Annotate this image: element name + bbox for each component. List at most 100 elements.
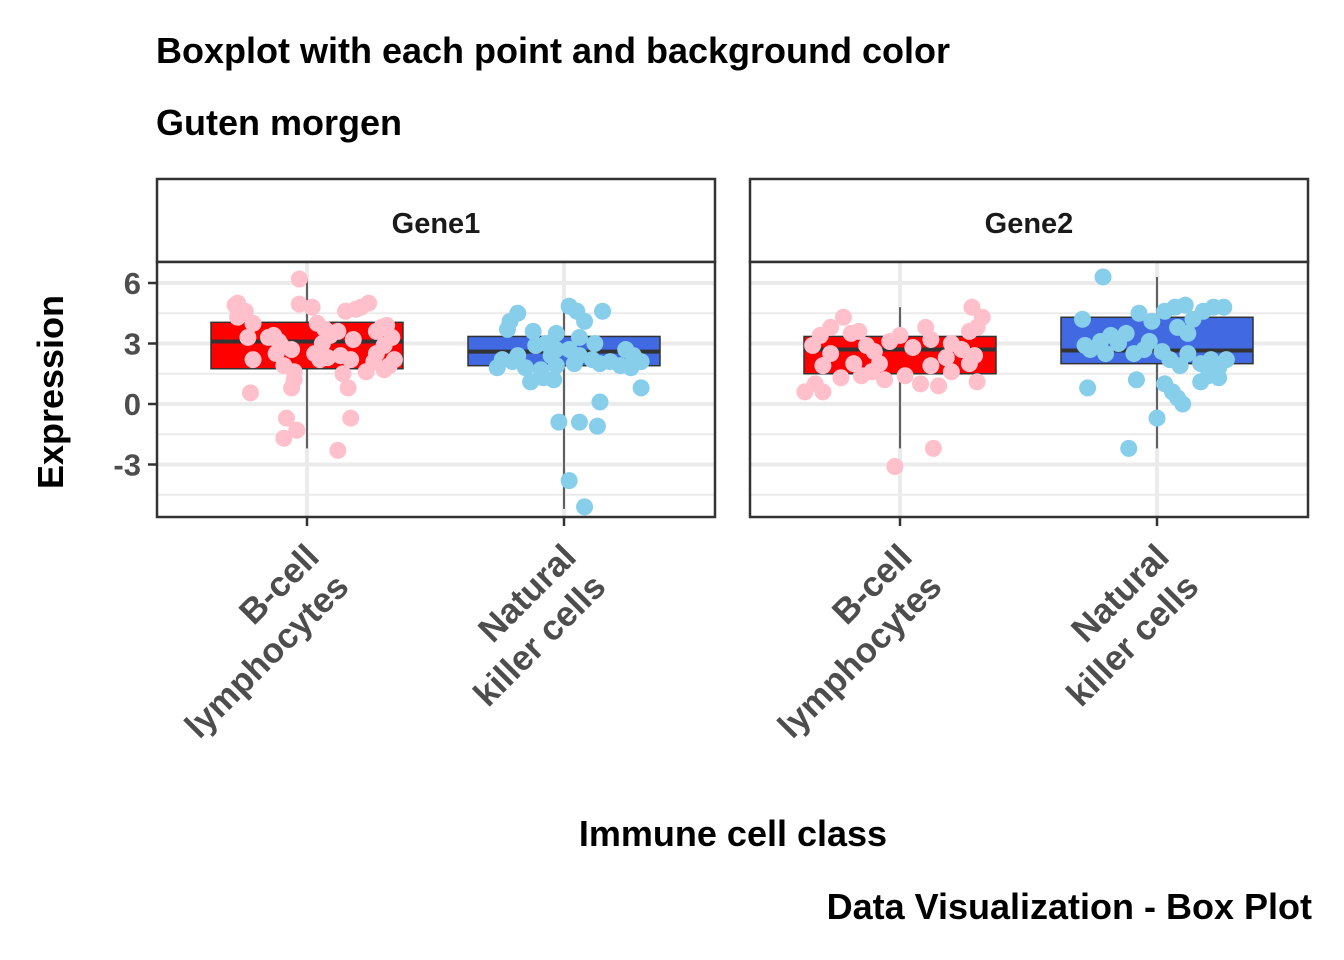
chart-subtitle: Guten morgen — [156, 102, 402, 143]
data-point — [1192, 373, 1210, 391]
data-point — [319, 349, 337, 367]
chart-caption: Data Visualization - Box Plot — [827, 886, 1312, 927]
panel-border — [748, 260, 1310, 519]
x-tick-label: Naturalkiller cells — [1029, 537, 1206, 714]
facet-panels: Gene1 Gene2 — [155, 177, 1310, 519]
data-point — [560, 472, 578, 490]
data-point — [1179, 345, 1197, 363]
data-point — [522, 373, 540, 391]
data-point — [588, 417, 606, 435]
data-point — [586, 335, 604, 352]
data-point — [1174, 395, 1192, 413]
data-point — [834, 308, 852, 326]
data-point — [1073, 310, 1091, 328]
data-point — [832, 369, 850, 387]
data-point — [342, 409, 360, 427]
data-point — [576, 498, 594, 516]
data-point — [498, 320, 516, 338]
y-tick-label: 6 — [124, 266, 141, 301]
data-point — [290, 270, 308, 288]
data-point — [968, 373, 986, 391]
data-point — [1210, 369, 1228, 387]
data-point — [896, 367, 914, 385]
data-point — [576, 312, 594, 330]
data-point — [822, 345, 840, 363]
data-point — [632, 353, 650, 371]
data-point — [814, 357, 832, 375]
data-point — [796, 383, 814, 401]
data-point — [1171, 357, 1189, 375]
data-point — [904, 339, 922, 357]
data-point — [290, 295, 308, 313]
data-point — [963, 298, 981, 316]
data-point — [886, 458, 904, 476]
data-point — [922, 330, 940, 348]
facet-panel-gene2: Gene2 — [748, 177, 1310, 519]
data-point — [303, 298, 321, 316]
data-point — [329, 441, 347, 459]
x-tick-label: B-celllymphocytes — [148, 537, 357, 746]
data-point — [236, 302, 254, 320]
data-point — [244, 351, 262, 369]
data-point — [942, 363, 960, 381]
data-point — [1143, 312, 1161, 330]
data-point — [241, 384, 259, 402]
data-point — [267, 345, 285, 363]
data-point — [339, 379, 357, 397]
data-point — [277, 409, 295, 427]
data-point — [960, 355, 978, 373]
box-nk — [1060, 268, 1254, 457]
facet-strip-label: Gene2 — [985, 208, 1074, 240]
facet-strip — [748, 177, 1310, 264]
data-point — [342, 351, 360, 369]
data-point — [891, 326, 909, 344]
y-axis-ticks: 6 3 0 -3 — [113, 266, 157, 483]
data-point — [550, 413, 568, 431]
box-nk — [467, 297, 661, 516]
data-point — [953, 341, 971, 359]
data-point — [488, 359, 506, 377]
data-point — [329, 322, 347, 340]
data-point — [1094, 268, 1112, 286]
data-point — [344, 330, 362, 348]
data-point — [617, 341, 635, 359]
y-axis-label: Expression — [30, 295, 71, 489]
y-tick-label: 3 — [124, 327, 141, 362]
data-point — [804, 337, 822, 355]
data-point — [283, 341, 301, 359]
data-point — [565, 355, 583, 373]
x-tick-label: B-celllymphocytes — [741, 537, 950, 746]
data-point — [542, 347, 560, 365]
data-point — [1215, 298, 1233, 316]
facet-strip — [155, 177, 717, 264]
box-bcell — [210, 270, 404, 459]
data-point — [357, 363, 375, 381]
facet-strip-label: Gene1 — [392, 208, 481, 240]
chart-title: Boxplot with each point and background c… — [156, 30, 950, 71]
y-tick-label: 0 — [124, 387, 141, 422]
data-point — [937, 349, 955, 367]
data-point — [632, 379, 650, 397]
data-point — [1217, 351, 1235, 369]
data-point — [334, 365, 352, 383]
data-point — [591, 393, 609, 411]
data-point — [1097, 345, 1115, 363]
data-point — [239, 328, 257, 346]
data-point — [385, 351, 403, 369]
data-point — [858, 337, 876, 355]
data-point — [1176, 296, 1194, 314]
data-point — [1081, 341, 1099, 359]
data-point — [924, 439, 942, 457]
data-point — [570, 413, 588, 431]
data-point — [545, 371, 563, 389]
data-point — [516, 359, 534, 377]
data-point — [360, 294, 378, 312]
data-point — [1109, 335, 1127, 352]
data-point — [275, 429, 293, 447]
data-point — [1169, 318, 1187, 336]
x-axis-ticks: B-celllymphocytes Naturalkiller cells B-ce… — [148, 517, 1206, 746]
panel-border — [155, 260, 717, 519]
x-axis-label: Immune cell class — [579, 813, 887, 854]
data-point — [594, 302, 612, 320]
data-point — [850, 322, 868, 340]
